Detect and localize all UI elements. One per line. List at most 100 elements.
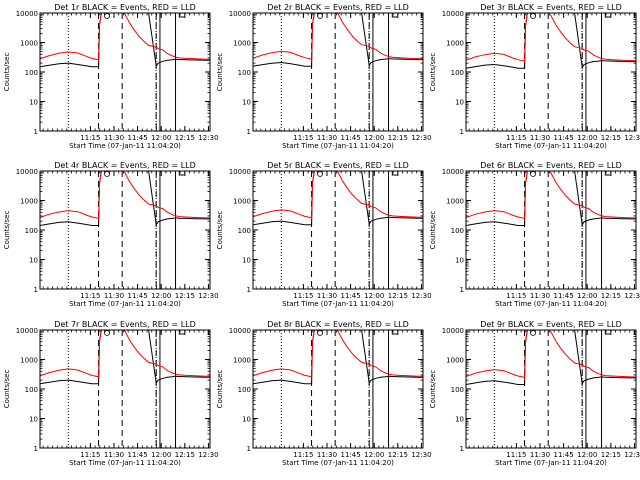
- x-axis-label: Start Time (07-Jan-11 11:04:20): [69, 459, 181, 467]
- x-tick-label: 11:45: [128, 292, 148, 300]
- y-axis-label: Counts/sec: [216, 53, 224, 92]
- y-tick-label: 100: [25, 227, 38, 235]
- top-step-marker: [604, 13, 611, 18]
- series-events-line: [253, 171, 423, 226]
- panel-2: Det 2r BLACK = Events, RED = LLD 1 10 100 10…: [216, 3, 432, 150]
- panel-title: Det 6r BLACK = Events, RED = LLD: [480, 161, 622, 170]
- y-axis-label: Counts/sec: [216, 370, 224, 409]
- x-tick-label: 12:00: [364, 134, 384, 142]
- x-tick-label: 11:30: [317, 451, 337, 459]
- x-tick-label: 12:15: [388, 134, 408, 142]
- y-tick-label: 100: [451, 69, 464, 77]
- x-tick-label: 12:30: [624, 134, 640, 142]
- plot-frame: [252, 329, 424, 449]
- x-tick-label: 11:15: [506, 134, 526, 142]
- plot-frame: [252, 12, 424, 132]
- series-events-line: [40, 330, 210, 385]
- x-tick-label: 11:30: [317, 134, 337, 142]
- x-tick-label: 11:45: [341, 451, 361, 459]
- plot-frame: [465, 329, 637, 449]
- y-axis-label: Counts/sec: [429, 211, 437, 250]
- series-lld-line: [466, 171, 636, 220]
- x-tick-label: 11:15: [80, 134, 100, 142]
- y-axis-label: Counts/sec: [3, 370, 11, 409]
- x-tick-label: 11:45: [128, 134, 148, 142]
- top-step-marker: [178, 330, 185, 335]
- x-tick-label: 11:15: [80, 292, 100, 300]
- y-tick-label: 1: [247, 286, 251, 294]
- x-tick-label: 11:30: [530, 134, 550, 142]
- panel-6: Det 6r BLACK = Events, RED = LLD 1 10 100 10…: [429, 161, 640, 308]
- top-circle-marker: [104, 171, 110, 177]
- panel-title: Det 7r BLACK = Events, RED = LLD: [54, 320, 196, 329]
- x-tick-label: 12:00: [577, 451, 597, 459]
- x-tick-label: 12:00: [151, 134, 171, 142]
- series-lld-line: [466, 330, 636, 379]
- panel-title: Det 2r BLACK = Events, RED = LLD: [267, 3, 409, 12]
- x-tick-label: 11:15: [506, 292, 526, 300]
- y-tick-label: 10000: [16, 327, 38, 335]
- series-lld-line: [40, 330, 210, 378]
- panel-9: Det 9r BLACK = Events, RED = LLD 1 10 100 10…: [429, 320, 640, 467]
- top-step-marker: [391, 171, 398, 176]
- y-tick-label: 100: [238, 227, 251, 235]
- x-tick-label: 11:30: [530, 292, 550, 300]
- panel-7: Det 7r BLACK = Events, RED = LLD 1 10 100 10…: [3, 320, 219, 467]
- y-tick-label: 1: [247, 445, 251, 453]
- y-tick-label: 10000: [16, 168, 38, 176]
- x-tick-label: 12:00: [364, 451, 384, 459]
- x-tick-label: 11:45: [554, 451, 574, 459]
- y-tick-label: 1000: [233, 357, 251, 365]
- y-tick-label: 100: [25, 69, 38, 77]
- y-tick-label: 1000: [446, 198, 464, 206]
- plot-frame: [465, 170, 637, 290]
- top-circle-marker: [530, 171, 536, 177]
- panel-5: Det 5r BLACK = Events, RED = LLD 1 10 100 10…: [216, 161, 432, 308]
- y-tick-label: 100: [451, 227, 464, 235]
- x-tick-label: 12:15: [388, 292, 408, 300]
- x-tick-label: 11:30: [104, 134, 124, 142]
- y-tick-label: 10000: [442, 327, 464, 335]
- x-tick-label: 11:15: [293, 134, 313, 142]
- top-circle-marker: [317, 171, 323, 177]
- x-tick-label: 12:15: [175, 451, 195, 459]
- top-step-marker: [178, 13, 185, 18]
- x-tick-label: 12:30: [411, 292, 431, 300]
- x-tick-label: 12:15: [601, 451, 621, 459]
- x-tick-label: 11:15: [80, 451, 100, 459]
- x-tick-label: 12:15: [388, 451, 408, 459]
- x-tick-label: 11:45: [128, 451, 148, 459]
- x-tick-label: 11:15: [506, 451, 526, 459]
- series-events-line: [466, 171, 636, 226]
- series-lld-line: [40, 13, 210, 61]
- panel-title: Det 4r BLACK = Events, RED = LLD: [54, 161, 196, 170]
- series-events-line: [466, 330, 636, 385]
- series-lld-line: [253, 330, 423, 378]
- y-tick-label: 100: [451, 386, 464, 394]
- plot-frame: [465, 12, 637, 132]
- panel-title: Det 5r BLACK = Events, RED = LLD: [267, 161, 409, 170]
- x-tick-label: 11:30: [104, 292, 124, 300]
- series-events-line: [40, 13, 210, 68]
- series-lld-line: [253, 13, 423, 60]
- top-step-marker: [604, 330, 611, 335]
- x-tick-label: 11:45: [554, 292, 574, 300]
- y-tick-label: 1: [34, 128, 38, 136]
- x-tick-label: 12:00: [151, 292, 171, 300]
- x-tick-label: 12:30: [624, 292, 640, 300]
- series-lld-line: [40, 171, 210, 220]
- x-tick-label: 12:00: [577, 134, 597, 142]
- x-tick-label: 11:45: [341, 292, 361, 300]
- y-tick-label: 10000: [442, 10, 464, 18]
- y-axis-label: Counts/sec: [429, 53, 437, 92]
- y-tick-label: 10: [242, 416, 251, 424]
- y-tick-label: 1: [34, 286, 38, 294]
- series-lld-line: [253, 171, 423, 219]
- panel-4: Det 4r BLACK = Events, RED = LLD 1 10 100 10…: [3, 161, 219, 308]
- y-axis-label: Counts/sec: [3, 53, 11, 92]
- top-circle-marker: [530, 330, 536, 336]
- series-events-line: [253, 330, 423, 385]
- plot-frame: [39, 12, 211, 132]
- y-tick-label: 10000: [229, 327, 251, 335]
